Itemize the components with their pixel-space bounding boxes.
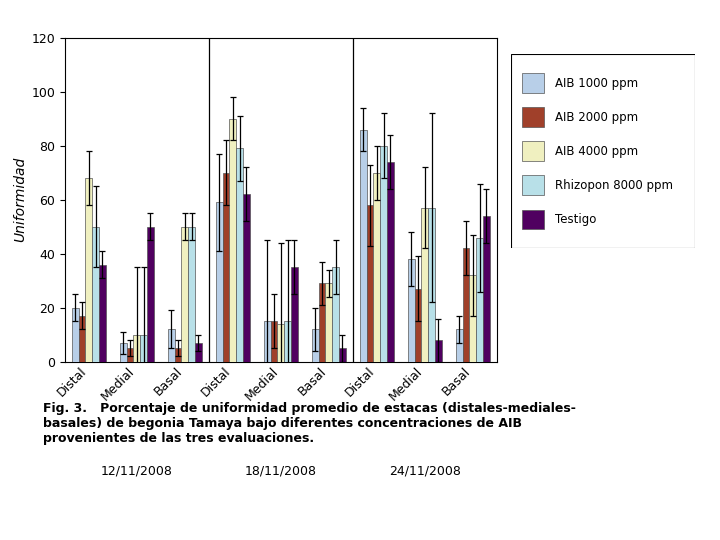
Bar — [380, 146, 387, 362]
Bar — [168, 329, 175, 362]
Text: 12/11/2008: 12/11/2008 — [101, 464, 173, 477]
Bar — [271, 321, 277, 362]
Bar — [374, 173, 380, 362]
Text: Fig. 3.   Porcentaje de uniformidad promedio de estacas (distales-mediales-
basa: Fig. 3. Porcentaje de uniformidad promed… — [43, 402, 576, 446]
Bar — [188, 227, 195, 362]
Bar — [332, 267, 339, 362]
Bar — [522, 107, 544, 127]
Bar — [216, 202, 222, 362]
Bar — [312, 329, 319, 362]
Text: AIB 2000 ppm: AIB 2000 ppm — [555, 111, 639, 124]
Bar — [463, 248, 469, 362]
Bar — [522, 176, 544, 195]
Bar — [127, 348, 133, 362]
Bar — [319, 284, 325, 362]
Text: Rhizopon 8000 ppm: Rhizopon 8000 ppm — [555, 179, 673, 192]
Text: 18/11/2008: 18/11/2008 — [245, 464, 317, 477]
Bar — [140, 335, 147, 362]
Y-axis label: Uniformidad: Uniformidad — [13, 157, 27, 242]
Bar — [120, 343, 127, 362]
Bar — [72, 308, 78, 362]
Bar — [469, 275, 476, 362]
Bar — [243, 194, 250, 362]
Text: AIB 1000 ppm: AIB 1000 ppm — [555, 77, 639, 90]
Bar — [277, 324, 284, 362]
Bar — [456, 329, 463, 362]
Bar — [284, 321, 291, 362]
Bar — [435, 340, 441, 362]
Bar — [415, 289, 421, 362]
Bar — [222, 173, 230, 362]
Text: Testigo: Testigo — [555, 213, 597, 226]
Bar — [291, 267, 297, 362]
Bar — [408, 259, 415, 362]
Bar — [428, 208, 435, 362]
Bar — [181, 227, 188, 362]
Bar — [133, 335, 140, 362]
Bar — [522, 141, 544, 161]
Bar — [360, 130, 366, 362]
Bar — [147, 227, 153, 362]
Bar — [325, 284, 332, 362]
Bar — [421, 208, 428, 362]
Bar — [366, 205, 374, 362]
Bar — [236, 148, 243, 362]
Bar — [339, 348, 346, 362]
Bar — [99, 265, 106, 362]
Bar — [78, 316, 86, 362]
Text: AIB 4000 ppm: AIB 4000 ppm — [555, 145, 639, 158]
Bar — [195, 343, 202, 362]
Bar — [522, 210, 544, 229]
Bar — [92, 227, 99, 362]
Bar — [264, 321, 271, 362]
Bar — [387, 162, 394, 362]
Text: 24/11/2008: 24/11/2008 — [389, 464, 461, 477]
Bar — [476, 238, 483, 362]
Bar — [483, 216, 490, 362]
Bar — [175, 348, 181, 362]
Bar — [230, 119, 236, 362]
Bar — [86, 178, 92, 362]
Bar — [522, 73, 544, 93]
